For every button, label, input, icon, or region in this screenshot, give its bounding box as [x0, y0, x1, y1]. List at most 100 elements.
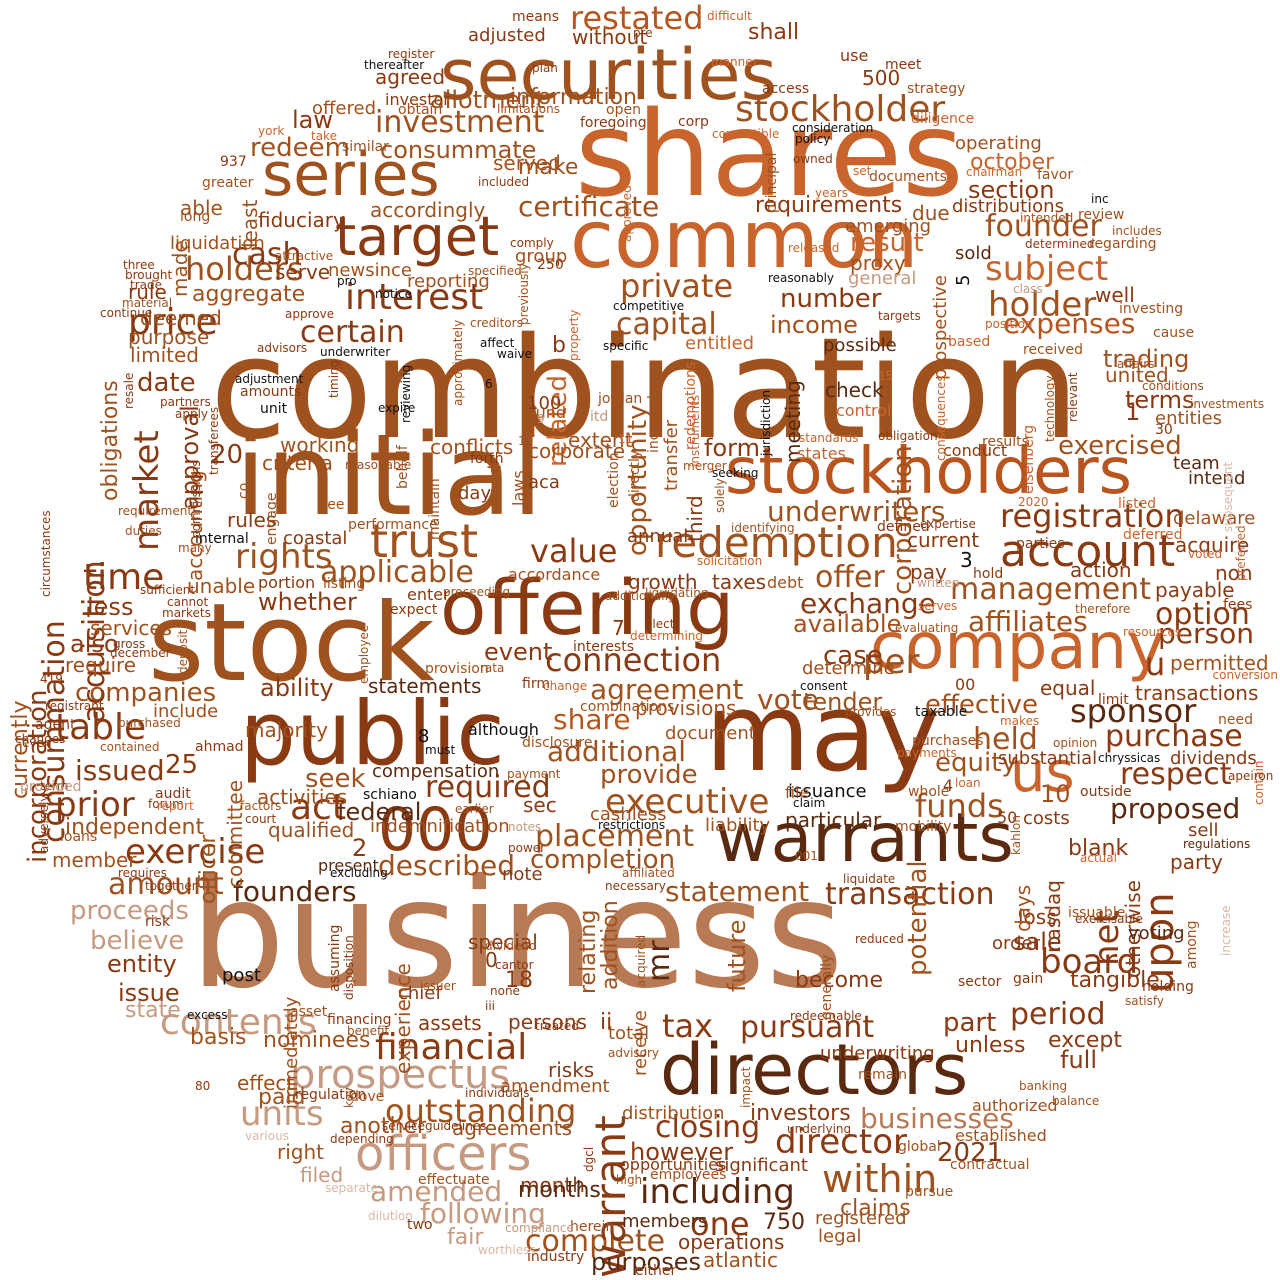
word-october: october [970, 150, 1055, 175]
word-another: another [340, 1114, 427, 1139]
word-entitled: entitled [685, 333, 755, 354]
word-members: members [622, 1211, 708, 1232]
word-liquidate: liquidate [843, 872, 896, 886]
word-taxes: taxes [712, 570, 767, 594]
word-sector: sector [958, 974, 1002, 990]
word-price: price [128, 302, 218, 343]
word-established: established [955, 1126, 1047, 1145]
word-meet: meet [885, 57, 922, 73]
word-consent: consent [800, 679, 848, 693]
word-various: various [245, 1129, 289, 1143]
word-forum: forum [148, 797, 184, 811]
word-trust: trust [370, 514, 479, 568]
word-limited: limited [130, 343, 199, 367]
word-convertible: convertible [712, 127, 780, 141]
word-change: change [543, 679, 588, 693]
word-reasonably: reasonably [768, 271, 835, 285]
word-material: material [122, 296, 173, 310]
word-legal: legal [818, 1226, 862, 1247]
word-available: available [793, 610, 902, 638]
word-warrants: warrants [715, 799, 1014, 878]
word-circumstances: circumstances [39, 509, 53, 597]
word-directors: directors [660, 1029, 969, 1111]
word-competitive: competitive [613, 299, 685, 313]
word-months: months [518, 1178, 601, 1203]
word-shall: shall [748, 20, 800, 45]
word-significant: significant [715, 1155, 808, 1176]
word-without: without [572, 25, 648, 49]
word-asset: asset [290, 1004, 328, 1020]
word-pay: pay [910, 560, 947, 584]
word-4: 4 [943, 776, 954, 795]
word-among: among [1184, 920, 1200, 969]
word-amendment: amendment [500, 1076, 610, 1097]
word-authorized: authorized [972, 1096, 1058, 1115]
word-shares: shares [575, 85, 964, 223]
word-operations: operations [678, 1230, 785, 1254]
word-000: 000 [378, 795, 493, 865]
word-itd: itd [590, 409, 609, 425]
word-underwriting: underwriting [820, 1043, 935, 1064]
word-increase: increase [1219, 904, 1233, 956]
word-regarding: regarding [1089, 236, 1157, 252]
word-purposes: purposes [591, 1248, 702, 1276]
word-advisors: advisors [257, 341, 308, 355]
word-equal: equal [1040, 676, 1096, 700]
word-transfer: transfer [661, 420, 682, 492]
word-notes: notes [508, 820, 542, 834]
word-6: 6 [485, 377, 493, 391]
word-ahmad: ahmad [195, 739, 244, 755]
word-exchange: exchange [800, 587, 936, 620]
word-proceeds: proceeds [70, 896, 189, 926]
word-prospective: prospective [930, 275, 951, 381]
word-entities: entities [1155, 408, 1223, 429]
word-action: action [1070, 558, 1132, 582]
word-satisfy: satisfy [1125, 994, 1165, 1008]
word-individuals: individuals [465, 1086, 530, 1100]
word-combination: combination [210, 308, 1080, 471]
word-limitations: limitations [497, 102, 560, 116]
word-advisory: advisory [608, 1046, 660, 1060]
word-rights: rights [235, 537, 333, 577]
word-chairman: chairman [966, 165, 1023, 179]
word-fair: fair [447, 1225, 484, 1250]
word-00: 00 [955, 675, 976, 694]
word-private: private [620, 267, 734, 305]
word-party: party [1170, 850, 1223, 874]
word-2: 2 [352, 834, 368, 862]
word-similar: similar [342, 139, 389, 155]
word-global: global [898, 1139, 941, 1155]
word-cause: cause [1153, 325, 1195, 341]
word-20: 20 [210, 440, 244, 470]
word-table: table [55, 707, 147, 748]
word-strategy: strategy [907, 81, 966, 97]
word-agent: agent [35, 717, 76, 733]
word-fiduciary: fiduciary [258, 208, 345, 232]
word-income: income [770, 311, 858, 339]
word-capital: capital [616, 307, 717, 342]
word-filed: filed [300, 1163, 344, 1187]
word-consummate: consummate [380, 136, 537, 164]
word-2020: 2020 [1018, 495, 1049, 509]
word-5: 5 [953, 274, 974, 287]
word-unit: unit [260, 401, 288, 417]
word-share: share [553, 703, 631, 736]
word-state: state [125, 998, 181, 1023]
word-transferees: transferees [207, 406, 221, 476]
word-chryssicas: chryssicas [1098, 751, 1161, 765]
word-serve: serve [275, 260, 331, 284]
word-subject: subject [985, 249, 1109, 289]
word-companies: companies [75, 678, 217, 708]
word-disposition: disposition [342, 934, 356, 1000]
word-purchase: purchase [1105, 719, 1243, 754]
word-dove: dove [350, 1089, 385, 1105]
word-many: many [178, 541, 212, 555]
word-obligation: obligation [878, 429, 938, 443]
word-amount: amount [108, 867, 224, 902]
word-requirements: requirements [755, 193, 903, 218]
word-certain: certain [300, 315, 405, 350]
word-include: include [153, 701, 219, 722]
word-purchases: purchases [912, 733, 984, 749]
word-us: us [1010, 740, 1075, 805]
